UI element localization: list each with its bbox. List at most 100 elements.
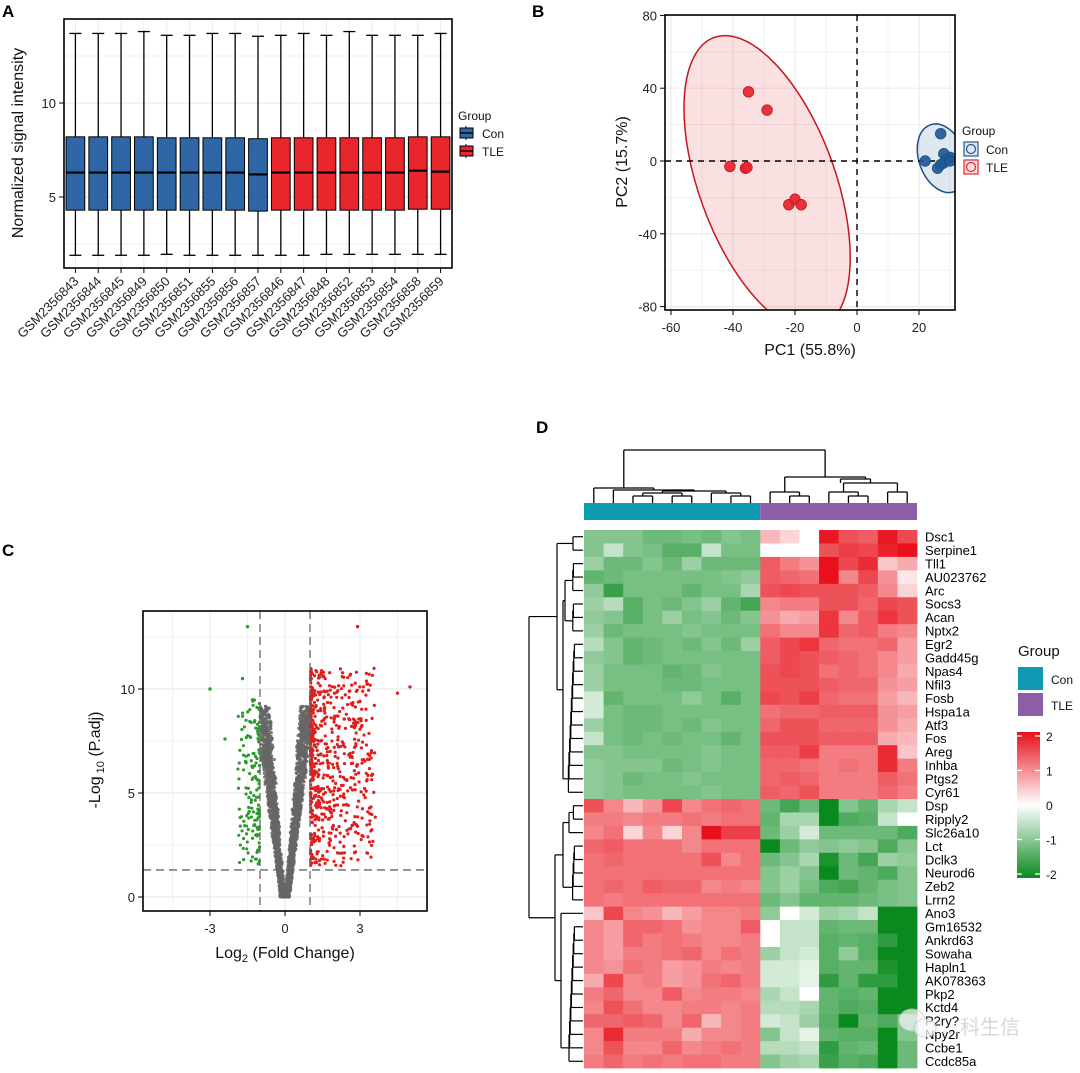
heatmap-cell [584, 704, 604, 719]
heatmap-cell [819, 758, 840, 773]
heatmap-cell [623, 987, 644, 1002]
heatmap-cell [897, 556, 918, 571]
panel-a-legend-con: Con [482, 127, 504, 141]
heatmap-cell [819, 1054, 840, 1069]
point-up [362, 786, 367, 791]
heatmap-cell [897, 691, 918, 706]
point-up [338, 774, 342, 779]
heatmap-cell [858, 839, 879, 854]
heatmap-cell [799, 906, 820, 921]
point-up [330, 685, 334, 689]
point-up [322, 812, 326, 816]
point-up [365, 779, 369, 783]
point-not-significant [271, 806, 275, 811]
heatmap-cell [623, 906, 644, 921]
point-up [330, 727, 334, 731]
point-not-significant [290, 857, 295, 861]
point-up [369, 843, 374, 848]
heatmap-cell [603, 664, 624, 679]
point-down [243, 824, 247, 828]
heatmap-cell [662, 718, 683, 733]
point-not-significant [305, 734, 309, 738]
point-up [314, 857, 318, 861]
heatmap-cell [779, 933, 800, 948]
point-down [255, 705, 259, 709]
point-not-significant [288, 854, 292, 858]
heatmap-cell [662, 973, 683, 988]
point-up [346, 832, 350, 836]
scale-tick-label: -2 [1046, 868, 1057, 882]
point-up [357, 717, 361, 721]
point-up [351, 761, 355, 765]
heatmap-cell [662, 946, 683, 961]
panel-a-x-ticks: GSM2356843GSM2356844GSM2356845GSM2356849… [14, 268, 447, 341]
heatmap-cell [681, 637, 702, 652]
heatmap-cell [779, 799, 800, 813]
point-up [354, 850, 358, 854]
point-down [237, 777, 241, 781]
point-up [342, 856, 346, 860]
heatmap-cell [877, 597, 898, 612]
point-not-significant [299, 729, 303, 733]
point-not-significant [298, 709, 302, 713]
point-down [252, 823, 256, 827]
heatmap-cell [838, 731, 859, 746]
point-not-significant [289, 876, 294, 881]
heatmap-cell [897, 718, 918, 733]
point-not-significant [278, 852, 282, 856]
point-down [246, 827, 250, 832]
point-not-significant [275, 857, 279, 861]
point-down [244, 786, 248, 790]
point-not-significant [277, 887, 282, 892]
heatmap-cell [799, 543, 820, 558]
heatmap-cell [642, 839, 663, 854]
heatmap-cell [897, 825, 918, 840]
heatmap-cell [779, 758, 800, 773]
heatmap-cell [681, 1000, 702, 1015]
heatmap-cell [897, 664, 918, 679]
heatmap-cell [584, 812, 604, 827]
point-up [315, 749, 319, 753]
heatmap-cell [681, 570, 702, 585]
heatmap-cell [819, 1027, 840, 1042]
point-not-significant [301, 711, 305, 715]
heatmap-cell [799, 1027, 820, 1042]
heatmap-cell [897, 879, 918, 894]
point-up [342, 851, 347, 855]
heatmap-cell [681, 785, 702, 800]
heatmap-cell [721, 799, 742, 813]
heatmap-cell [681, 583, 702, 598]
point-not-significant [291, 852, 295, 856]
point-up [367, 731, 371, 736]
point-not-significant [298, 745, 303, 749]
point-up [372, 666, 376, 671]
heatmap-cell [623, 570, 644, 585]
point-up [336, 735, 340, 739]
point-up [352, 737, 357, 741]
point-not-significant [303, 766, 307, 770]
point-down [252, 793, 256, 798]
heatmap-cell [740, 866, 761, 881]
gene-label: Pkp2 [925, 987, 955, 1002]
heatmap-cell [623, 799, 644, 813]
point-up [342, 761, 347, 766]
point-up [354, 830, 358, 834]
point-up [339, 813, 343, 818]
heatmap-cell [701, 839, 722, 854]
heatmap-cell [838, 1014, 859, 1029]
heatmap-cell [779, 1027, 800, 1042]
point-up [362, 733, 366, 737]
heatmap-cell [681, 866, 702, 881]
point-up [358, 727, 362, 731]
point-up [312, 731, 317, 735]
point-down [241, 836, 246, 841]
point-up [328, 800, 332, 804]
heatmap-cell [681, 893, 702, 907]
point-up [356, 831, 360, 836]
point-not-significant [298, 805, 302, 809]
point-not-significant [295, 813, 299, 817]
heatmap-cell [642, 825, 663, 840]
point-down [245, 847, 249, 851]
point-up [358, 685, 362, 689]
panel-d-row-dendrogram [528, 536, 583, 1062]
